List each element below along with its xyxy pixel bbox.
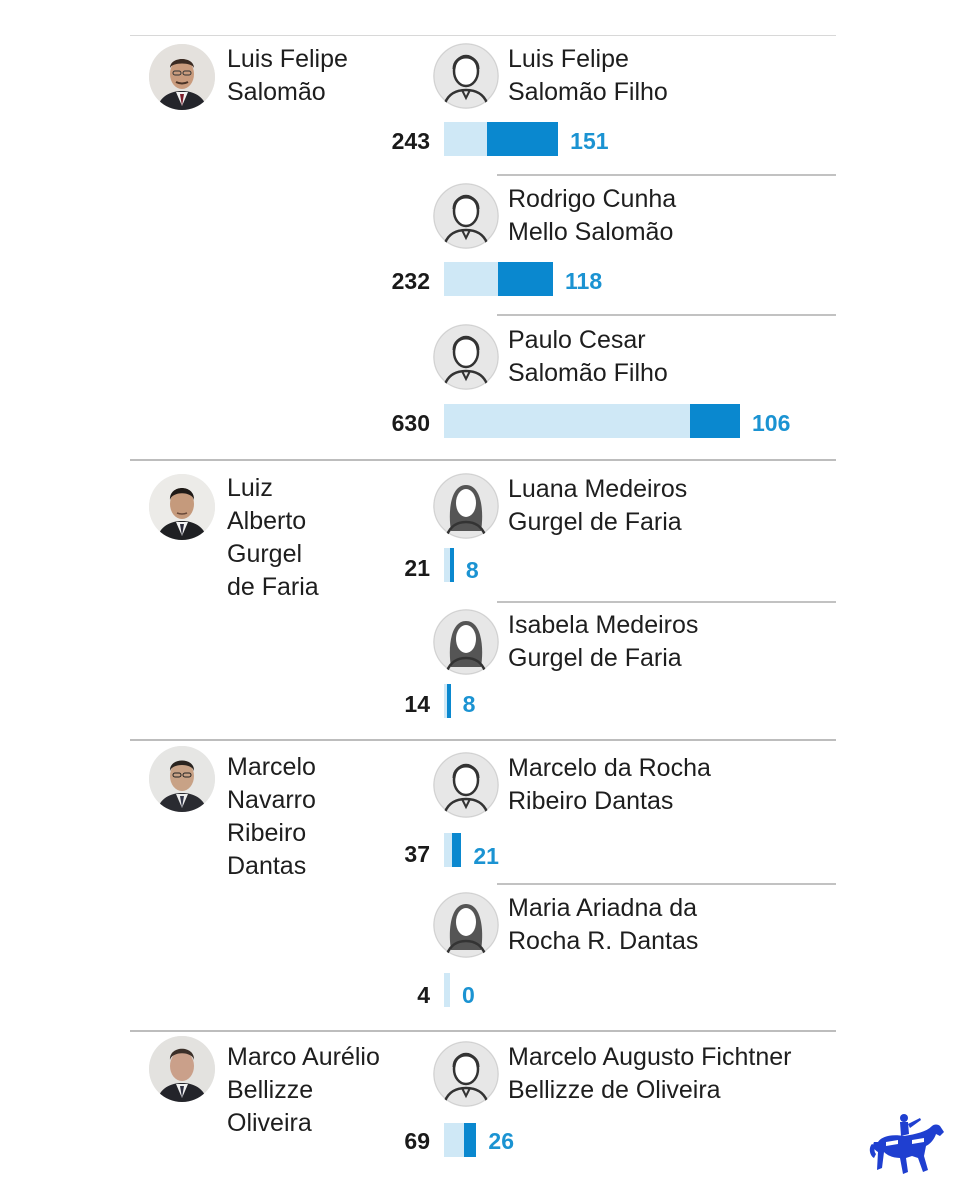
top-rule [130,35,836,36]
total-label-1-2: 232 [391,268,430,294]
part-label-1-1: 151 [570,128,609,154]
total-label-1-1: 243 [391,128,430,154]
relative-name-3-2: Maria Ariadna da Rocha R. Dantas [508,894,699,955]
group-divider [130,739,836,741]
relative-avatar-male-icon [433,752,499,818]
part-label-2-1: 8 [465,557,479,583]
relative-name-2-1: Luana Medeiros Gurgel de Faria [508,475,688,536]
total-label-1-3: 630 [391,410,430,436]
total-label-3-1: 37 [404,841,430,867]
row-divider [497,174,836,176]
minister-name-1: Luis Felipe Salomão [227,45,348,106]
part-label-4-1: 26 [488,1128,514,1154]
bar-part-4-1 [464,1123,477,1157]
bar-part-1-1 [487,122,559,156]
relative-avatar-male-icon [433,324,499,390]
relative-avatar-male-icon [433,43,499,109]
minister-name-2: Luiz Alberto Gurgel de Faria [227,474,319,601]
relative-name-2-2: Isabela Medeiros Gurgel de Faria [508,611,699,672]
relative-name-1-1: Luis Felipe Salomão Filho [508,45,668,106]
part-label-2-2: 8 [462,691,476,717]
relative-avatar-male-icon [433,1041,499,1107]
bar-total-3-2 [444,973,450,1007]
minister-photo-2 [149,474,215,540]
minister-photo-1 [149,44,215,110]
minister-name-3: Marcelo Navarro Ribeiro Dantas [227,753,316,880]
relative-name-3-1: Marcelo da Rocha Ribeiro Dantas [508,754,711,815]
row-divider [497,314,836,316]
bar-total-2-1 [444,548,454,582]
relative-name-1-2: Rodrigo Cunha Mello Salomão [508,185,677,246]
group-divider [130,1030,836,1032]
part-label-3-1: 21 [473,843,499,869]
relative-avatar-female-icon [433,473,499,539]
part-label-1-2: 118 [565,268,603,294]
row-divider [497,601,836,603]
minister-name-4: Marco Aurélio Bellizze Oliveira [227,1043,380,1137]
part-label-1-3: 106 [752,410,791,436]
relative-avatar-male-icon [433,183,499,249]
horse-rider-logo-icon [868,1112,948,1184]
relative-avatar-female-icon [433,892,499,958]
relative-avatar-female-icon [433,609,499,675]
row-divider [497,883,836,885]
relative-name-1-3: Paulo Cesar Salomão Filho [508,326,668,387]
bar-part-1-2 [497,262,553,296]
total-label-4-1: 69 [404,1128,430,1154]
minister-photo-3 [149,746,215,812]
bar-part-1-3 [690,404,740,438]
total-label-2-2: 14 [404,691,430,717]
relative-name-4-1: Marcelo Augusto Fichtner Bellizze de Oli… [508,1043,792,1104]
total-label-3-2: 4 [417,982,430,1008]
bar-part-2-1 [449,548,454,582]
part-label-3-2: 0 [462,982,475,1008]
bar-part-3-1 [451,833,462,867]
total-label-2-1: 21 [404,555,430,581]
group-divider [130,459,836,461]
bar-part-2-2 [446,684,451,718]
minister-photo-4 [149,1036,215,1102]
